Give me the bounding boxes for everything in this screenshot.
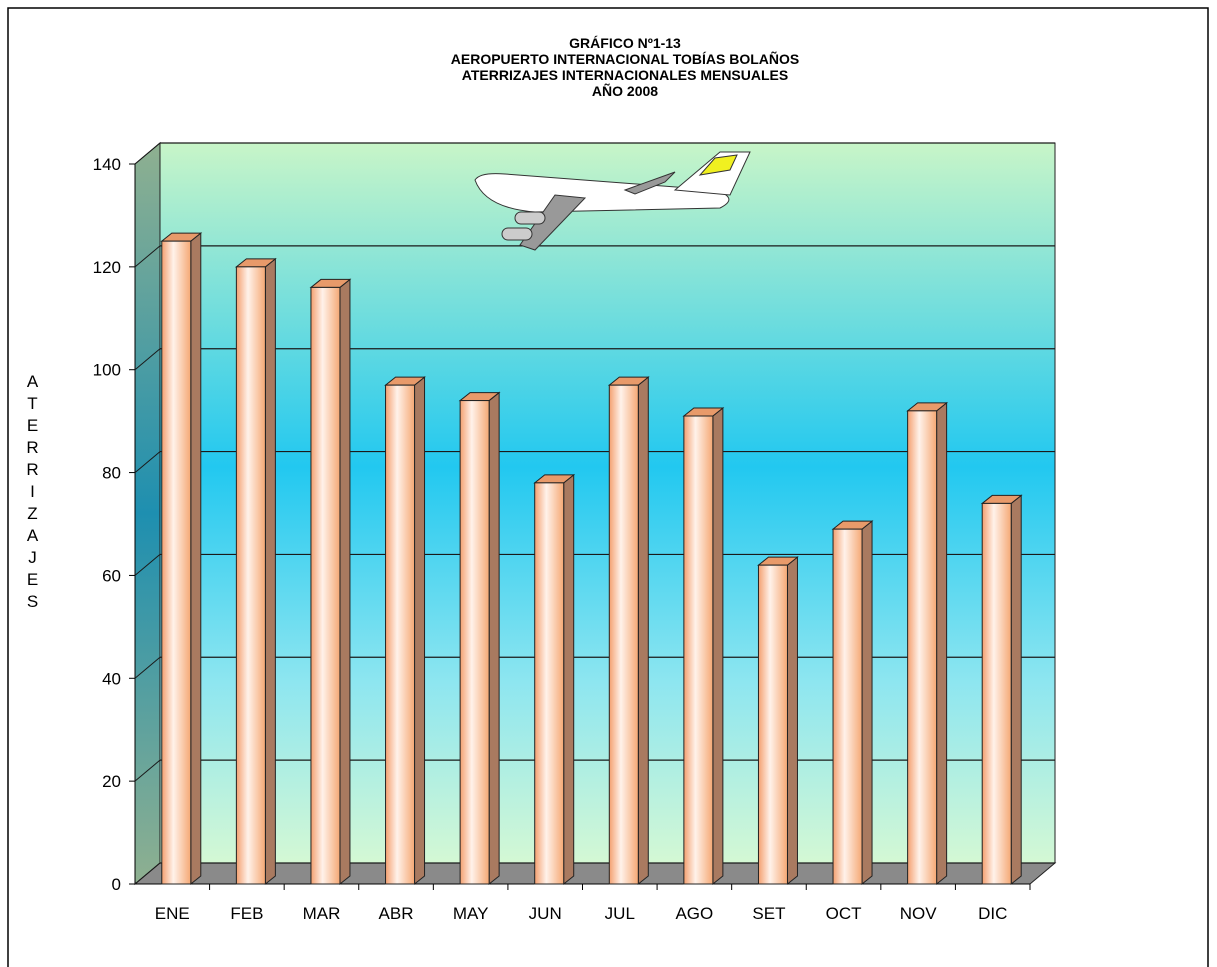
bar-side: [414, 376, 426, 886]
x-tick-label: JUL: [605, 904, 635, 923]
bar-side: [786, 556, 798, 886]
side-grid-line: [134, 759, 161, 782]
bar: [832, 528, 863, 885]
bar-side: [861, 520, 873, 886]
x-tick-label: MAY: [453, 904, 489, 923]
plane-illustration: [474, 151, 751, 251]
x-tick-label: ENE: [155, 904, 190, 923]
x-tick-label: MAR: [303, 904, 341, 923]
bar-side: [339, 278, 351, 886]
side-grid-line: [134, 554, 161, 576]
side-grid-line: [134, 656, 161, 679]
side-grid-line: [134, 142, 161, 165]
chart-title: AEROPUERTO INTERNACIONAL TOBÍAS BOLAÑOS: [451, 50, 799, 67]
bar: [981, 502, 1012, 885]
y-axis-label: ATERRIZAJES: [23, 372, 42, 614]
bar-side: [936, 401, 948, 886]
plot: ENE FEB MAR ABR MAY JUN JUL AGO SET OCT NOV DIC: [155, 232, 1031, 923]
x-tick-label: DIC: [978, 904, 1007, 923]
x-tick-label: ABR: [379, 904, 414, 923]
side-grid-line: [134, 862, 161, 885]
chart-title: AÑO 2008: [592, 82, 658, 99]
x-tick-label: JUN: [529, 904, 562, 923]
bar-side: [637, 376, 649, 886]
bar-side: [1010, 494, 1022, 886]
bar: [310, 286, 341, 885]
bar-side: [190, 232, 202, 886]
x-tick-label: AGO: [675, 904, 713, 923]
y-tick-label: 40: [102, 669, 121, 688]
y-tick-label: 0: [112, 875, 121, 894]
bar-side: [563, 473, 575, 886]
y-tick-label: 60: [102, 566, 121, 585]
frame: [7, 7, 1209, 967]
bar: [907, 410, 938, 885]
side-grid-line: [134, 245, 161, 268]
chart-title: GRÁFICO Nº1-13: [569, 35, 681, 51]
bar: [608, 384, 639, 885]
y-tick-label: 100: [93, 361, 121, 380]
x-tick-label: FEB: [230, 904, 263, 923]
bar: [161, 240, 192, 885]
y-tick-label: 140: [93, 155, 121, 174]
bar: [534, 482, 565, 885]
bar-side: [264, 257, 276, 886]
y-tick-label: 120: [93, 258, 121, 277]
bar: [757, 564, 788, 885]
side-grid-line: [134, 451, 161, 473]
y-tick-label: 20: [102, 772, 121, 791]
y-tick-label: 80: [102, 464, 121, 483]
bar: [459, 400, 490, 885]
x-tick-label: OCT: [826, 904, 862, 923]
bar-side: [712, 406, 724, 886]
side-grid-line: [134, 348, 161, 371]
walls: 0 20 40 60 80 100 120 140: [93, 141, 1057, 894]
x-tick-label: NOV: [900, 904, 938, 923]
bar: [683, 415, 714, 885]
x-tick-label: SET: [752, 904, 785, 923]
bar-side: [488, 391, 500, 886]
side-wall: [134, 141, 161, 886]
bar: [385, 384, 416, 885]
chart-title: ATERRIZAJES INTERNACIONALES MENSUALES: [462, 67, 788, 83]
bar: [235, 266, 266, 885]
